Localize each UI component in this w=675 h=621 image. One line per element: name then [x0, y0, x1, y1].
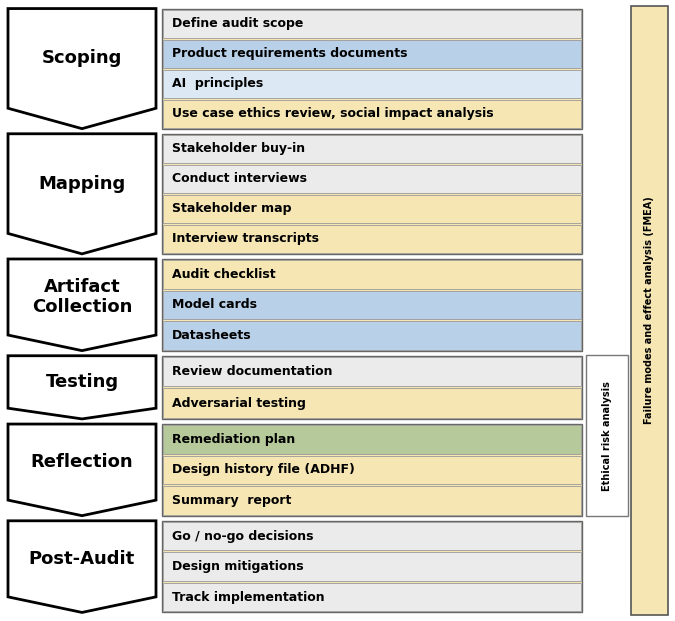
- Bar: [162, 9, 582, 129]
- Bar: [162, 424, 582, 515]
- Text: Conduct interviews: Conduct interviews: [172, 172, 307, 185]
- Text: Define audit scope: Define audit scope: [172, 17, 303, 30]
- Bar: [162, 356, 582, 419]
- Bar: [586, 355, 628, 516]
- Polygon shape: [8, 134, 156, 254]
- Text: Model cards: Model cards: [172, 298, 257, 311]
- Text: Track implementation: Track implementation: [172, 591, 325, 604]
- Bar: [163, 456, 581, 484]
- Polygon shape: [8, 259, 156, 351]
- Bar: [163, 522, 581, 550]
- Text: AI  principles: AI principles: [172, 77, 263, 90]
- Bar: [162, 521, 582, 612]
- Text: Datasheets: Datasheets: [172, 329, 252, 342]
- Polygon shape: [8, 9, 156, 129]
- Polygon shape: [8, 356, 156, 419]
- Bar: [162, 259, 582, 351]
- Text: Mapping: Mapping: [38, 175, 126, 193]
- Bar: [163, 99, 581, 128]
- Text: Product requirements documents: Product requirements documents: [172, 47, 408, 60]
- Bar: [163, 388, 581, 418]
- Text: Go / no-go decisions: Go / no-go decisions: [172, 530, 313, 543]
- Text: Stakeholder map: Stakeholder map: [172, 202, 292, 215]
- Text: Audit checklist: Audit checklist: [172, 268, 275, 281]
- Text: Design history file (ADHF): Design history file (ADHF): [172, 463, 355, 476]
- Bar: [163, 552, 581, 581]
- Bar: [163, 291, 581, 319]
- Text: Adversarial testing: Adversarial testing: [172, 397, 306, 410]
- Bar: [631, 6, 668, 615]
- Text: Artifact
Collection: Artifact Collection: [32, 278, 132, 317]
- Polygon shape: [8, 424, 156, 515]
- Text: Stakeholder buy-in: Stakeholder buy-in: [172, 142, 305, 155]
- Bar: [163, 70, 581, 97]
- Text: Reflection: Reflection: [30, 453, 133, 471]
- Text: Design mitigations: Design mitigations: [172, 560, 304, 573]
- Bar: [163, 356, 581, 386]
- Polygon shape: [8, 521, 156, 612]
- Bar: [163, 583, 581, 612]
- Text: Failure modes and effect analysis (FMEA): Failure modes and effect analysis (FMEA): [645, 197, 655, 424]
- Bar: [163, 225, 581, 253]
- Text: Remediation plan: Remediation plan: [172, 433, 295, 446]
- Bar: [163, 9, 581, 38]
- Text: Summary  report: Summary report: [172, 494, 292, 507]
- Text: Testing: Testing: [45, 373, 119, 391]
- Bar: [163, 40, 581, 68]
- Text: Post-Audit: Post-Audit: [29, 550, 135, 568]
- Text: Interview transcripts: Interview transcripts: [172, 232, 319, 245]
- Text: Review documentation: Review documentation: [172, 365, 333, 378]
- Text: Use case ethics review, social impact analysis: Use case ethics review, social impact an…: [172, 107, 493, 120]
- Bar: [163, 486, 581, 515]
- Bar: [163, 260, 581, 289]
- Bar: [163, 135, 581, 163]
- Bar: [163, 195, 581, 223]
- Bar: [162, 134, 582, 254]
- Text: Ethical risk analysis: Ethical risk analysis: [602, 381, 612, 491]
- Bar: [163, 425, 581, 453]
- Text: Scoping: Scoping: [42, 50, 122, 68]
- Bar: [163, 321, 581, 350]
- Bar: [163, 165, 581, 193]
